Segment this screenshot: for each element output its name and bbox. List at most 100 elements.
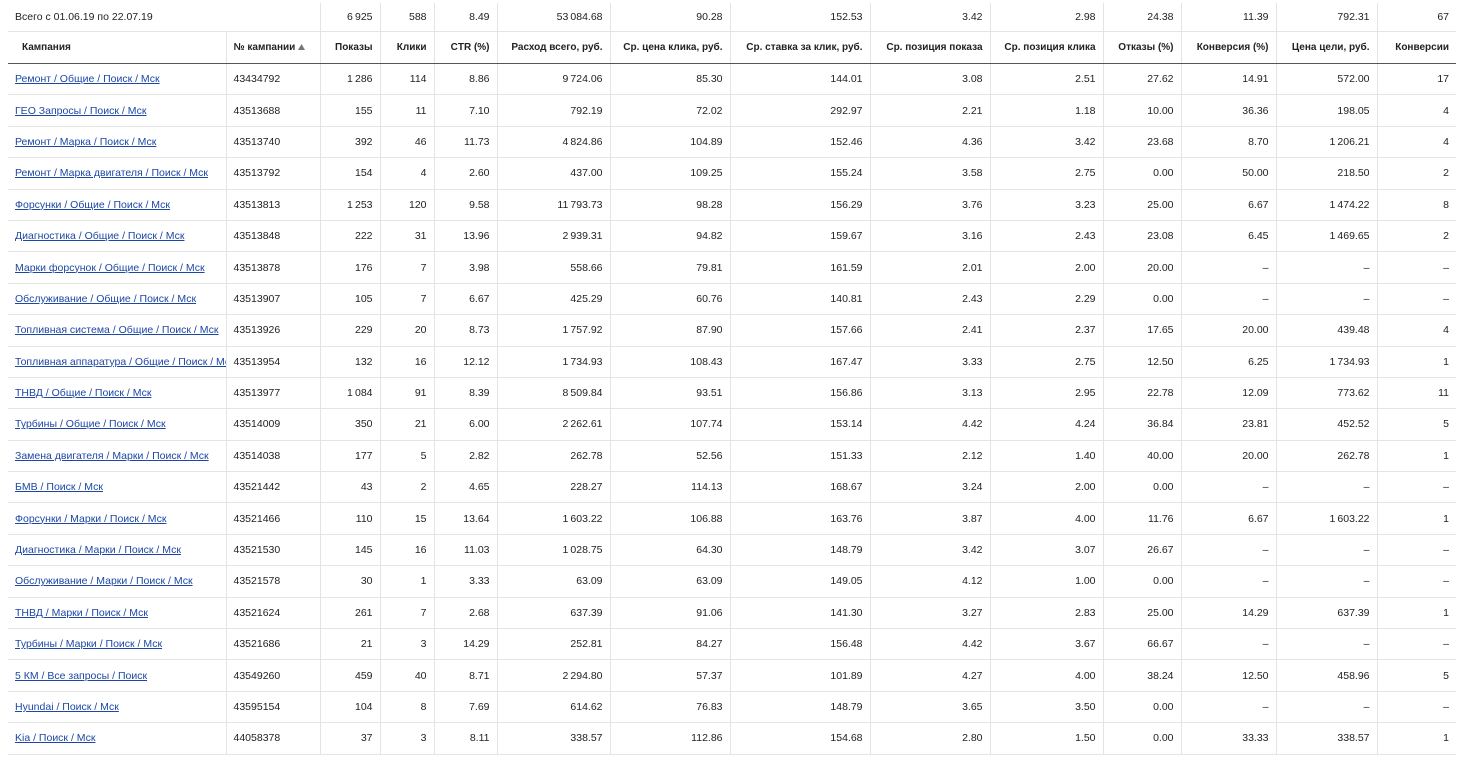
cell: 2.21	[870, 94, 991, 127]
cell: 30	[320, 565, 381, 598]
campaign-link[interactable]: Диагностика / Марки / Поиск / Мск	[15, 544, 181, 557]
cell: –	[1276, 628, 1378, 661]
cell: 2	[1377, 157, 1457, 190]
cell: 167.47	[730, 346, 871, 378]
column-header: Ср. ставка за клик, руб.	[730, 31, 871, 64]
campaign-cell: Kia / Поиск / Мск	[8, 722, 227, 755]
cell: 76.83	[610, 691, 731, 724]
campaign-link[interactable]: Форсунки / Общие / Поиск / Мск	[15, 198, 171, 211]
cell: 20	[380, 314, 435, 347]
cell: 7.69	[434, 691, 498, 724]
cell: 4	[1377, 314, 1457, 347]
campaign-link[interactable]: Диагностика / Общие / Поиск / Мск	[15, 230, 185, 243]
cell: 1	[1377, 440, 1457, 473]
column-header: Ср. позиция показа	[870, 31, 991, 64]
cell: 23.68	[1103, 126, 1182, 159]
cell: –	[1377, 691, 1457, 724]
cell: 106.88	[610, 502, 731, 535]
cell: 2.95	[990, 377, 1104, 410]
campaign-cell: Обслуживание / Общие / Поиск / Мск	[8, 283, 227, 316]
campaign-link[interactable]: Турбины / Общие / Поиск / Мск	[15, 418, 166, 431]
campaign-cell: Hyundai / Поиск / Мск	[8, 691, 227, 724]
cell: 11.03	[434, 534, 498, 567]
campaign-link[interactable]: ТНВД / Марки / Поиск / Мск	[15, 606, 148, 619]
cell: 452.52	[1276, 408, 1378, 441]
cell: 6.00	[434, 408, 498, 441]
campaign-row: Ремонт / Общие / Поиск / Мск 43434792 1 28…	[8, 63, 1457, 96]
header-text: Клики	[396, 42, 427, 53]
cell: 2.00	[990, 251, 1104, 284]
campaign-link[interactable]: Обслуживание / Общие / Поиск / Мск	[15, 292, 197, 305]
campaign-row: БМВ / Поиск / Мск 43521442 43 2 4.65 228.27 11…	[8, 471, 1457, 504]
campaign-row: ГЕО Запросы / Поиск / Мск 43513688 155 11 7.…	[8, 94, 1457, 127]
campaign-link[interactable]: Hyundai / Поиск / Мск	[15, 701, 119, 713]
column-header: Отказы (%)	[1103, 31, 1182, 64]
table-body: Всего с 01.06.19 по 22.07.19 6 925 588 8.49…	[8, 3, 1457, 755]
cell: 4	[380, 157, 435, 190]
cell: 26.67	[1103, 534, 1182, 567]
campaign-link[interactable]: Замена двигателя / Марки / Поиск / Мск	[15, 449, 209, 462]
campaign-link[interactable]: Kia / Поиск / Мск	[15, 732, 96, 745]
campaign-link[interactable]: Обслуживание / Марки / Поиск / Мск	[15, 575, 193, 588]
cell: 60.76	[610, 283, 731, 316]
campaign-link[interactable]: Форсунки / Марки / Поиск / Мск	[15, 512, 167, 525]
cell: 57.37	[610, 659, 731, 692]
totals-cell: 6 925	[320, 3, 381, 32]
cell: 3.33	[434, 565, 498, 598]
cell: 4 824.86	[497, 126, 611, 159]
cell: 177	[320, 440, 381, 473]
campaign-link[interactable]: ГЕО Запросы / Поиск / Мск	[15, 104, 147, 117]
sort-arrow[interactable]	[298, 44, 306, 51]
statistics-table: Всего с 01.06.19 по 22.07.19 6 925 588 8.49…	[8, 3, 1457, 755]
cell: 120	[380, 189, 435, 221]
cell: 2.12	[870, 440, 991, 473]
cell: 2.01	[870, 251, 991, 284]
column-header: Цена цели, руб.	[1276, 31, 1378, 64]
cell: 105	[320, 283, 381, 316]
cell: 1	[1377, 346, 1457, 378]
cell: 43513926	[226, 314, 321, 347]
cell: 3.08	[870, 63, 991, 96]
cell: 110	[320, 502, 381, 535]
campaign-link[interactable]: Ремонт / Марка двигателя / Поиск / Мск	[15, 167, 209, 180]
cell: 4	[1377, 126, 1457, 159]
cell: 141.30	[730, 597, 871, 630]
cell: 459	[320, 659, 381, 692]
column-header: Клики	[380, 31, 435, 64]
cell: 252.81	[497, 628, 611, 661]
cell: 1 474.22	[1276, 189, 1378, 221]
cell: 154.68	[730, 722, 871, 755]
column-header: Расход всего, руб.	[497, 31, 611, 64]
campaign-link[interactable]: ТНВД / Общие / Поиск / Мск	[15, 387, 152, 400]
cell: 23.81	[1181, 408, 1277, 441]
cell: 2 262.61	[497, 408, 611, 441]
header-text[interactable]: № кампании	[233, 42, 296, 53]
cell: 44058378	[226, 722, 321, 755]
campaign-link[interactable]: Ремонт / Марка / Поиск / Мск	[15, 135, 157, 148]
cell: 2.51	[990, 63, 1104, 96]
cell: 1.40	[990, 440, 1104, 473]
cell: 145	[320, 534, 381, 567]
campaign-link[interactable]: Марки форсунок / Общие / Поиск / Мск	[15, 261, 205, 274]
cell: 792.19	[497, 94, 611, 127]
campaign-link[interactable]: Ремонт / Общие / Поиск / Мск	[15, 73, 160, 86]
campaign-link[interactable]: 5 КМ / Все запросы / Поиск	[15, 669, 148, 682]
campaign-link[interactable]: Топливная аппаратура / Общие / Поиск / М…	[15, 355, 226, 368]
cell: 156.29	[730, 189, 871, 221]
cell: 11.73	[434, 126, 498, 159]
cell: 3	[380, 628, 435, 661]
campaign-link[interactable]: БМВ / Поиск / Мск	[15, 481, 103, 494]
column-header: № кампании	[226, 31, 321, 64]
cell: 20.00	[1103, 251, 1182, 284]
cell: 87.90	[610, 314, 731, 347]
campaign-link[interactable]: Турбины / Марки / Поиск / Мск	[15, 638, 163, 651]
cell: 20.00	[1181, 440, 1277, 473]
campaign-link[interactable]: Топливная система / Общие / Поиск / Мск	[15, 324, 219, 337]
cell: 36.36	[1181, 94, 1277, 127]
cell: 108.43	[610, 346, 731, 378]
campaign-cell: Топливная аппаратура / Общие / Поиск / М…	[8, 346, 227, 378]
cell: 43513688	[226, 94, 321, 127]
cell: 2.75	[990, 346, 1104, 378]
cell: 43521624	[226, 597, 321, 630]
cell: 104	[320, 691, 381, 724]
